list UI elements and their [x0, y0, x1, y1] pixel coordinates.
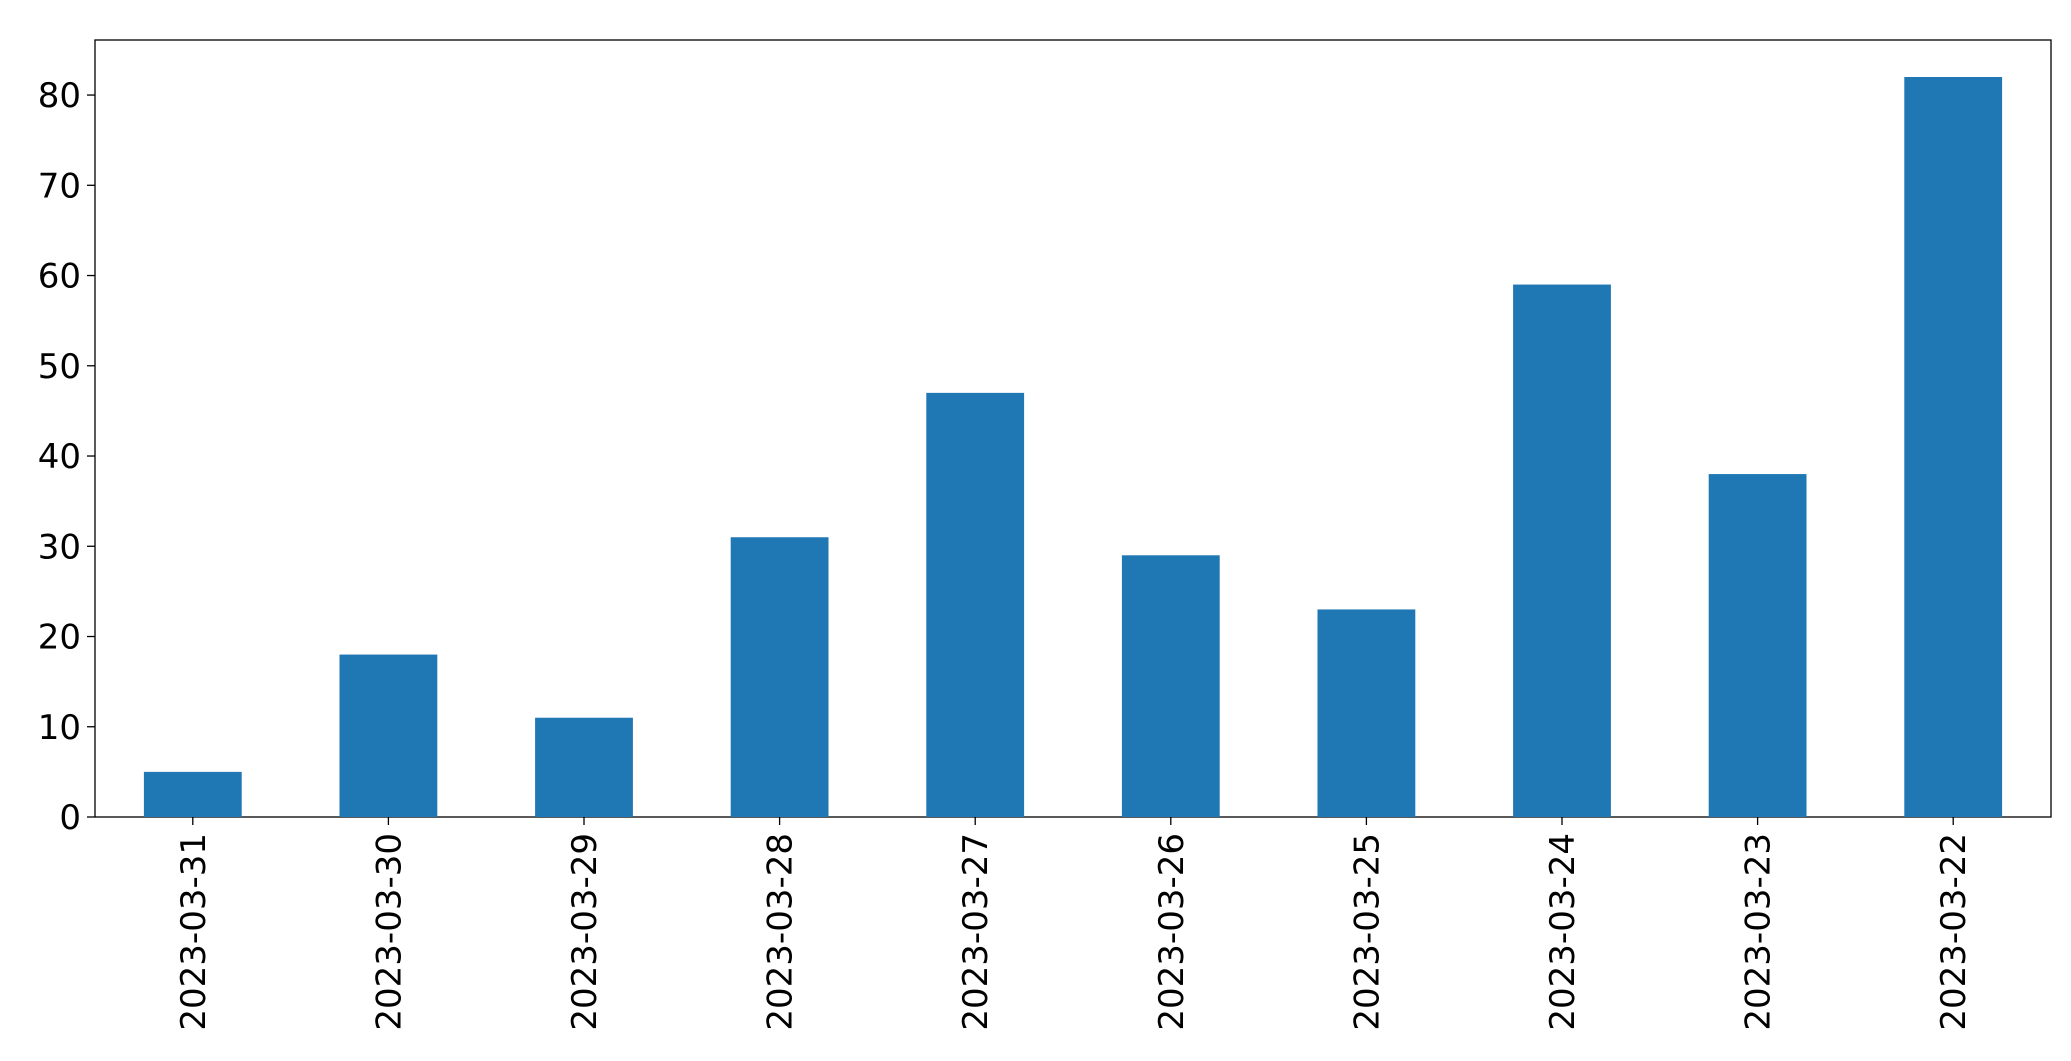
y-tick-label: 0 — [59, 798, 81, 838]
y-tick-label: 80 — [38, 76, 81, 116]
bar — [1513, 284, 1611, 817]
plot-frame — [94, 39, 2052, 818]
bar — [143, 771, 242, 817]
bar — [1904, 77, 2003, 817]
x-tick-label: 2023-03-28 — [761, 833, 801, 1031]
bar — [1708, 474, 1807, 817]
bar — [730, 537, 829, 817]
y-tick-label: 60 — [38, 257, 81, 297]
y-tick-label: 70 — [38, 166, 81, 206]
bar — [535, 717, 633, 817]
bar — [926, 392, 1025, 817]
x-tick-label: 2023-03-23 — [1739, 833, 1779, 1031]
x-tick-label: 2023-03-24 — [1543, 833, 1583, 1031]
y-tick-label: 20 — [38, 618, 81, 658]
y-tick-label: 40 — [38, 437, 81, 477]
x-tick-label: 2023-03-22 — [1934, 833, 1974, 1031]
x-tick-label: 2023-03-26 — [1152, 833, 1192, 1031]
x-tick-label: 2023-03-30 — [369, 833, 409, 1031]
y-tick-label: 30 — [38, 527, 81, 567]
bar — [339, 654, 438, 817]
y-tick-label: 10 — [38, 708, 81, 748]
x-tick-label: 2023-03-29 — [565, 833, 605, 1031]
x-tick-label: 2023-03-27 — [956, 833, 996, 1031]
x-tick-label: 2023-03-25 — [1347, 833, 1387, 1031]
bar — [1317, 609, 1416, 817]
y-tick-label: 50 — [38, 347, 81, 387]
bar — [1121, 555, 1220, 817]
x-tick-label: 2023-03-31 — [174, 833, 214, 1031]
